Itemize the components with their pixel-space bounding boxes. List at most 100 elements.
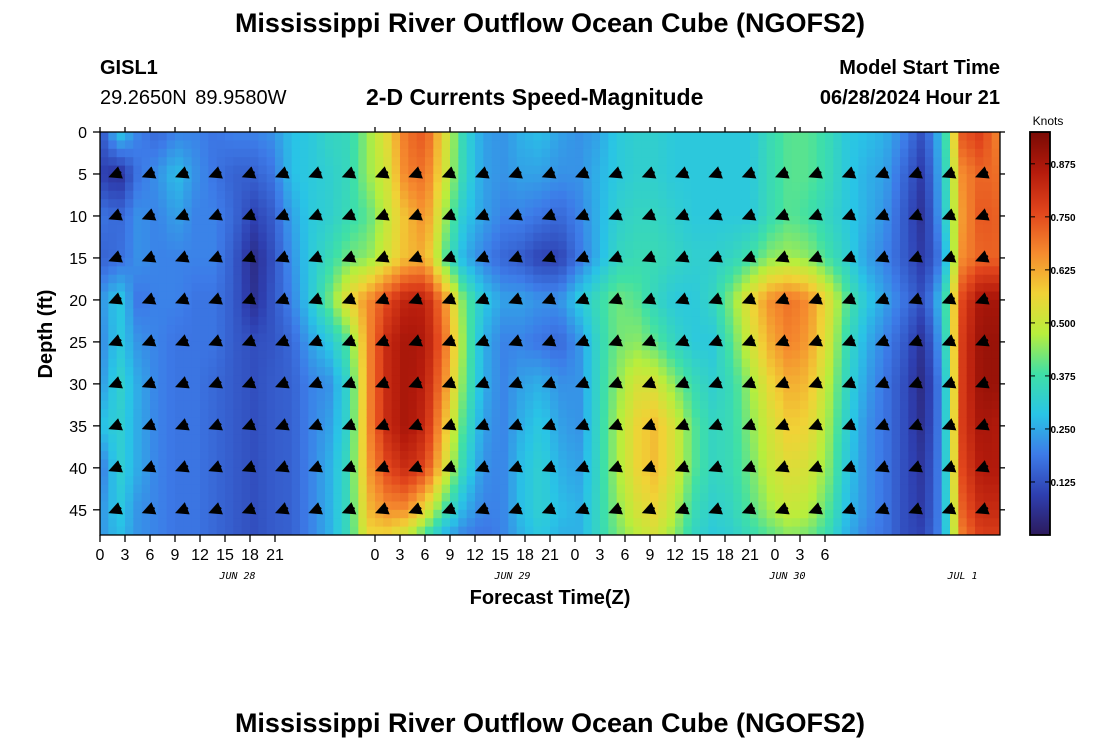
heatmap-cell (383, 157, 393, 167)
heatmap-cell (450, 283, 459, 293)
heatmap-cell (525, 442, 534, 452)
heatmap-cell (608, 526, 618, 535)
heatmap-cell (183, 350, 193, 360)
heatmap-cell (791, 375, 801, 385)
heatmap-cell (583, 274, 593, 284)
heatmap-cell (316, 392, 326, 402)
heatmap-cell (300, 182, 309, 192)
heatmap-cell (191, 392, 201, 402)
heatmap-cell (933, 283, 943, 293)
heatmap-cell (366, 148, 376, 158)
heatmap-cell (808, 367, 818, 377)
heatmap-cell (633, 417, 643, 427)
heatmap-cell (541, 182, 551, 192)
heatmap-cell (566, 459, 576, 469)
heatmap-cell (783, 274, 793, 284)
heatmap-cell (458, 501, 468, 511)
heatmap-cell (425, 451, 434, 461)
heatmap-cell (216, 518, 226, 528)
heatmap-cell (891, 165, 901, 175)
heatmap-cell (616, 132, 626, 141)
heatmap-cell (300, 241, 309, 251)
heatmap-cell (841, 367, 851, 377)
heatmap-cell (358, 451, 368, 461)
heatmap-cell (150, 400, 159, 410)
heatmap-cell (783, 442, 793, 452)
heatmap-cell (866, 140, 876, 150)
heatmap-cell (541, 140, 551, 150)
heatmap-cell (925, 341, 934, 351)
heatmap-cell (425, 459, 434, 469)
heatmap-cell (475, 493, 484, 503)
heatmap-cell (500, 316, 509, 326)
heatmap-cell (166, 501, 176, 511)
heatmap-cell (591, 484, 601, 494)
heatmap-cell (858, 451, 868, 461)
heatmap-cell (683, 274, 693, 284)
heatmap-cell (816, 350, 826, 360)
heatmap-cell (191, 350, 201, 360)
heatmap-cell (475, 266, 484, 276)
heatmap-cell (616, 383, 626, 393)
heatmap-cell (883, 367, 893, 377)
heatmap-cell (275, 316, 284, 326)
heatmap-cell (925, 367, 934, 377)
heatmap-cell (958, 509, 968, 519)
heatmap-cell (300, 249, 309, 259)
heatmap-cell (400, 442, 409, 452)
heatmap-cell (908, 518, 918, 528)
heatmap-cell (833, 501, 843, 511)
heatmap-cell (475, 325, 484, 335)
heatmap-cell (891, 341, 901, 351)
heatmap-cell (775, 132, 784, 141)
heatmap-cell (466, 283, 476, 293)
heatmap-cell (466, 350, 476, 360)
heatmap-cell (858, 283, 868, 293)
heatmap-cell (916, 190, 926, 200)
heatmap-cell (533, 182, 543, 192)
heatmap-cell (250, 140, 259, 150)
heatmap-cell (416, 241, 426, 251)
heatmap-cell (341, 241, 351, 251)
heatmap-cell (325, 316, 334, 326)
heatmap-cell (833, 241, 843, 251)
heatmap-cell (600, 215, 609, 225)
heatmap-cell (208, 434, 218, 444)
heatmap-cell (466, 467, 476, 477)
heatmap-cell (916, 325, 926, 335)
heatmap-cell (250, 148, 259, 158)
heatmap-cell (500, 509, 509, 519)
heatmap-cell (866, 257, 876, 267)
heatmap-cell (816, 232, 826, 242)
heatmap-cell (566, 291, 576, 301)
heatmap-cell (541, 476, 551, 486)
heatmap-cell (225, 333, 234, 343)
heatmap-cell (550, 215, 559, 225)
heatmap-cell (216, 316, 226, 326)
heatmap-cell (816, 266, 826, 276)
heatmap-cell (866, 392, 876, 402)
heatmap-cell (650, 467, 659, 477)
heatmap-cell (650, 140, 659, 150)
heatmap-cell (133, 467, 143, 477)
heatmap-cell (491, 157, 501, 167)
heatmap-cell (550, 425, 559, 435)
heatmap-cell (750, 308, 759, 318)
heatmap-cell (408, 241, 418, 251)
heatmap-cell (150, 341, 159, 351)
heatmap-cell (625, 442, 634, 452)
heatmap-cell (391, 417, 401, 427)
heatmap-cell (325, 476, 334, 486)
heatmap-cell (891, 308, 901, 318)
heatmap-cell (733, 325, 743, 335)
heatmap-cell (916, 241, 926, 251)
heatmap-cell (183, 367, 193, 377)
heatmap-cell (483, 358, 493, 368)
heatmap-cell (125, 409, 134, 419)
heatmap-cell (541, 308, 551, 318)
heatmap-cell (858, 224, 868, 234)
heatmap-cell (225, 451, 234, 461)
heatmap-cell (800, 249, 809, 259)
heatmap-cell (616, 157, 626, 167)
heatmap-cell (200, 173, 209, 183)
